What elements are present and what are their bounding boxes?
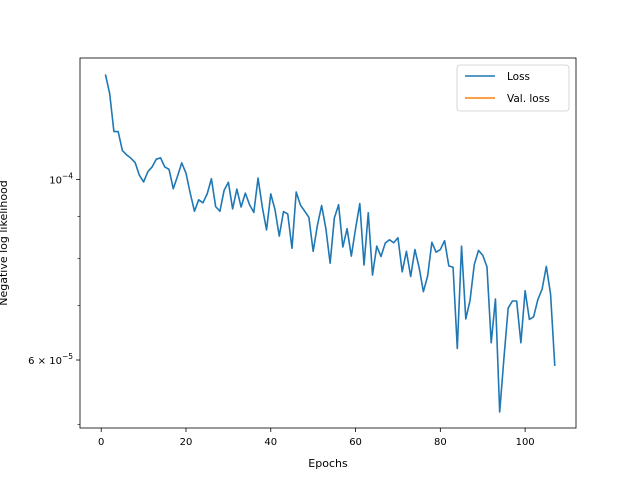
x-axis-label: Epochs xyxy=(308,457,348,470)
x-tick-label: 20 xyxy=(180,437,193,448)
x-tick-label: 60 xyxy=(349,437,362,448)
y-tick-label: 10−4 xyxy=(49,171,73,186)
x-tick-label: 80 xyxy=(434,437,447,448)
legend: Loss Val. loss xyxy=(456,64,570,112)
y-axis-ticks: 10−4 6 × 10−5 xyxy=(28,171,80,425)
x-tick-label: 100 xyxy=(516,437,535,448)
series-0 xyxy=(104,74,556,413)
x-tick-label: 40 xyxy=(264,437,277,448)
y-tick-label: 6 × 10−5 xyxy=(28,352,73,367)
legend-label-val-loss: Val. loss xyxy=(507,93,550,105)
legend-label-loss: Loss xyxy=(507,71,530,83)
series-layer xyxy=(104,74,556,413)
y-axis-label: Negative log likelihood xyxy=(0,180,10,306)
plot-area xyxy=(79,57,577,429)
x-tick-label: 0 xyxy=(98,437,104,448)
x-axis-ticks: 0 20 40 60 80 100 xyxy=(98,428,535,448)
axes-frame xyxy=(79,57,577,429)
